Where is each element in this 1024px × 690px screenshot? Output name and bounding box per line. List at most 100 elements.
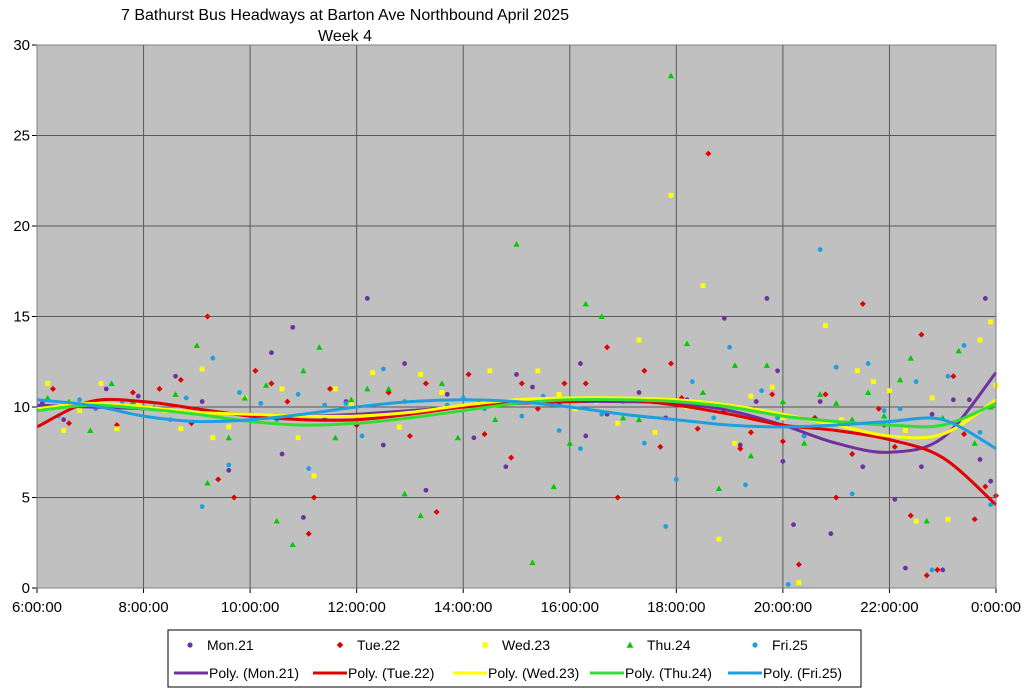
point-mon-21 [764, 296, 770, 301]
point-fri-25 [183, 395, 189, 401]
point-wed-23 [279, 386, 285, 392]
point-tue-22 [422, 380, 429, 387]
point-tue-22 [156, 385, 163, 392]
x-tick-label: 18:00:00 [647, 599, 705, 616]
point-wed-23 [615, 420, 621, 426]
point-wed-23 [732, 440, 738, 446]
point-thu-24 [44, 394, 51, 401]
point-thu-24 [300, 367, 307, 374]
point-mon-21 [636, 390, 642, 395]
point-mon-21 [929, 411, 935, 417]
point-mon-21 [988, 478, 994, 484]
point-thu-24 [401, 490, 408, 497]
point-wed-23 [796, 580, 802, 585]
legend-item-poly-fri-25: Poly. (Fri.25) [728, 665, 842, 681]
point-thu-24 [619, 414, 627, 421]
point-thu-24 [896, 376, 904, 383]
point-thu-24 [241, 394, 248, 401]
point-wed-23 [98, 381, 104, 386]
trendline-poly-fri-25 [36, 398, 997, 450]
point-tue-22 [534, 405, 541, 412]
point-thu-24 [635, 416, 643, 423]
point-wed-23 [210, 435, 216, 441]
point-tue-22 [705, 150, 712, 157]
point-thu-24 [417, 512, 424, 519]
point-wed-23 [780, 415, 786, 421]
point-thu-24 [801, 440, 808, 446]
point-thu-24 [364, 385, 371, 392]
point-thu-24 [763, 362, 771, 368]
point-tue-22 [918, 331, 925, 338]
point-wed-23 [61, 428, 67, 433]
point-fri-25 [727, 344, 733, 350]
chart-subtitle: Week 4 [318, 28, 372, 45]
point-mon-21 [290, 324, 296, 330]
point-fri-25 [785, 581, 791, 587]
plot-border [36, 44, 997, 589]
point-wed-23 [439, 390, 445, 395]
legend-item-tue-22: Tue.22 [336, 637, 400, 653]
point-wed-23 [977, 337, 983, 343]
point-wed-23 [311, 473, 317, 479]
point-tue-22 [657, 443, 664, 450]
point-tue-22 [694, 425, 701, 432]
point-tue-22 [433, 508, 440, 515]
x-tick-label: 12:00:00 [327, 599, 385, 616]
point-wed-23 [636, 337, 642, 343]
point-wed-23 [226, 424, 232, 430]
point-tue-22 [604, 344, 611, 351]
point-mon-21 [775, 368, 780, 374]
point-thu-24 [849, 416, 856, 423]
point-thu-24 [817, 391, 824, 397]
point-thu-24 [193, 342, 200, 348]
legend-marker-mon-21 [187, 642, 193, 648]
point-wed-23 [370, 370, 376, 376]
point-thu-24 [683, 340, 691, 347]
point-thu-24 [715, 485, 723, 491]
point-fri-25 [759, 388, 764, 394]
legend-box [167, 629, 862, 688]
y-tick-label: 25 [13, 128, 30, 145]
point-wed-23 [988, 319, 994, 325]
point-fri-25 [578, 446, 583, 452]
point-thu-24 [955, 347, 962, 354]
point-fri-25 [817, 247, 823, 252]
point-fri-25 [199, 504, 205, 509]
point-tue-22 [950, 373, 957, 380]
point-tue-22 [252, 367, 259, 374]
point-tue-22 [641, 367, 648, 374]
legend-item-wed-23: Wed.23 [482, 637, 550, 653]
point-wed-23 [929, 395, 935, 401]
point-tue-22 [982, 483, 989, 490]
legend-marker-tue-22 [336, 641, 344, 649]
point-mon-21 [530, 384, 535, 390]
x-tick-label: 6:00:00 [12, 599, 62, 616]
legend-label-mon-21: Mon.21 [207, 637, 254, 653]
point-mon-21 [173, 373, 178, 379]
point-fri-25 [295, 391, 301, 397]
point-mon-21 [269, 350, 274, 356]
point-fri-25 [961, 343, 967, 348]
legend-label-poly-tue-22: Poly. (Tue.22) [348, 665, 434, 681]
legend-item-poly-tue-22: Poly. (Tue.22) [313, 665, 434, 681]
point-fri-25 [929, 567, 935, 573]
x-tick-label: 10:00:00 [221, 599, 279, 616]
point-fri-25 [77, 397, 83, 403]
y-axis-ticks: 0 5 10 15 20 25 30 [13, 37, 37, 597]
point-mon-21 [135, 393, 141, 399]
point-mon-21 [364, 296, 370, 301]
legend-item-poly-mon-21: Poly. (Mon.21) [174, 665, 299, 681]
point-wed-23 [114, 426, 120, 432]
x-tick-label: 0:00:00 [971, 599, 1021, 616]
legend-item-thu-24: Thu.24 [626, 637, 691, 653]
y-tick-label: 30 [13, 37, 30, 54]
legend-label-fri-25: Fri.25 [772, 637, 808, 653]
point-fri-25 [210, 355, 216, 361]
point-thu-24 [172, 391, 179, 397]
point-wed-23 [332, 386, 338, 392]
point-fri-25 [897, 406, 903, 412]
point-thu-24 [566, 440, 573, 446]
point-wed-23 [945, 516, 951, 522]
point-mon-21 [583, 433, 589, 439]
point-thu-24 [529, 559, 536, 566]
